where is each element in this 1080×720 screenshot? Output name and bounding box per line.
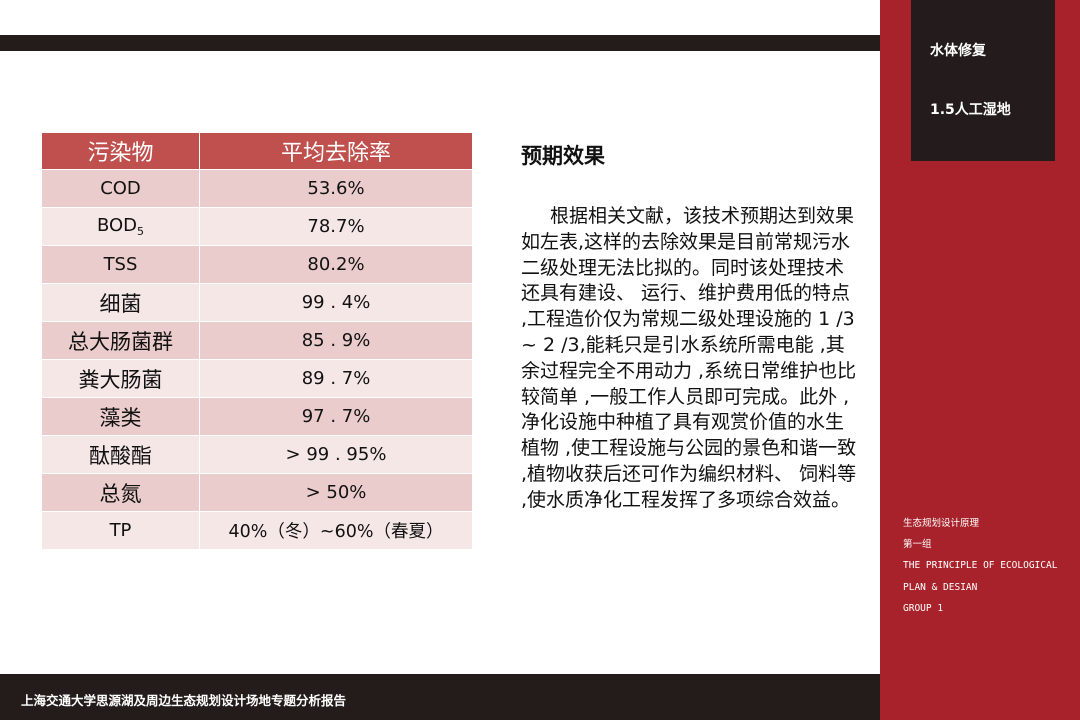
table-row: 总氮 > 50% [41,473,473,512]
rate-cell: 85 . 9% [199,321,473,360]
sidebar-info: 生态规划设计原理 第一组 THE PRINCIPLE OF ECOLOGICAL… [903,513,1057,619]
table-row: COD 53.6% [41,169,473,208]
pollutant-cell: 总氮 [41,473,200,512]
content-paragraph: 根据相关文献，该技术预期达到效果如左表,这样的去除效果是目前常规污水二级处理无法… [521,205,857,511]
pollutant-cell: TSS [41,245,200,284]
section-subtitle: 1.5人工湿地 [930,102,1011,118]
table-header-row: 污染物 平均去除率 [41,132,473,170]
table-row: 粪大肠菌 89 . 7% [41,359,473,398]
rate-cell: 80.2% [199,245,473,284]
pollutant-cell: COD [41,169,200,208]
rate-cell: 89 . 7% [199,359,473,398]
pollutant-cell: 总大肠菌群 [41,321,200,360]
table-row: 细菌 99 . 4% [41,283,473,322]
pollutant-subscript: 5 [137,225,145,238]
pollutant-cell: TP [41,511,200,550]
rate-cell: > 99 . 95% [199,435,473,474]
rate-cell: 53.6% [199,169,473,208]
top-bar [0,35,880,51]
course-name-en-line1: THE PRINCIPLE OF ECOLOGICAL [903,560,1058,572]
course-name-en-line2: PLAN & DESIAN [903,581,978,593]
header-rate: 平均去除率 [199,132,473,170]
table-row: TSS 80.2% [41,245,473,284]
table-row: 总大肠菌群 85 . 9% [41,321,473,360]
footer-bar: 上海交通大学思源湖及周边生态规划设计场地专题分析报告 [0,674,880,720]
header-pollutant: 污染物 [41,132,200,170]
table-row: BOD5 78.7% [41,207,473,246]
content-heading: 预期效果 [521,144,605,168]
table-row: TP 40%（冬）~60%（春夏） [41,511,473,550]
section-label-box: 水体修复 1.5人工湿地 [911,0,1055,161]
pollutant-cell: 粪大肠菌 [41,359,200,398]
section-title: 水体修复 [930,43,986,59]
table-row: 藻类 97 . 7% [41,397,473,436]
content-paragraph-block: 根据相关文献，该技术预期达到效果如左表,这样的去除效果是目前常规污水二级处理无法… [521,204,861,514]
group-name-cn: 第一组 [903,539,932,551]
table-row: 酞酸酯 > 99 . 95% [41,435,473,474]
pollutant-cell: BOD5 [41,207,200,246]
course-name: 生态规划设计原理 [903,518,980,529]
pollutant-cell: 藻类 [41,397,200,436]
group-name-en: GROUP 1 [903,602,944,614]
rate-cell: 97 . 7% [199,397,473,436]
footer-text: 上海交通大学思源湖及周边生态规划设计场地专题分析报告 [21,693,347,708]
pollutant-name: BOD [96,215,138,236]
removal-rate-table: 污染物 平均去除率 COD 53.6% BOD5 78.7% TSS 80.2%… [41,132,473,550]
rate-cell: > 50% [199,473,473,512]
rate-cell: 78.7% [199,207,473,246]
rate-cell: 40%（冬）~60%（春夏） [199,511,473,550]
rate-cell: 99 . 4% [199,283,473,322]
pollutant-cell: 细菌 [41,283,200,322]
pollutant-cell: 酞酸酯 [41,435,200,474]
